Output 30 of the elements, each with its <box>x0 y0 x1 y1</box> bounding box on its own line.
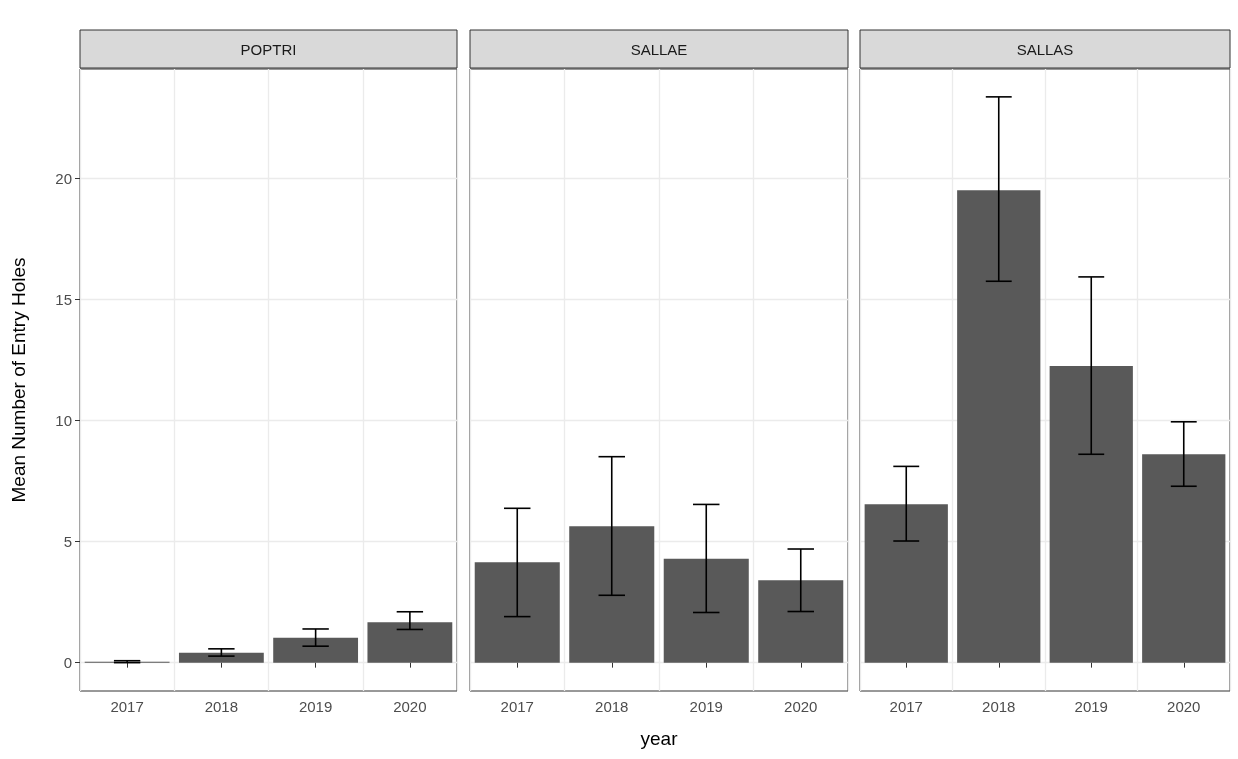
chart-title: SALLAE <box>630 40 688 58</box>
bar <box>474 562 560 663</box>
x-tick-label: 2019 <box>298 698 333 715</box>
x-tick-label: 2017 <box>110 698 144 715</box>
x-tick-label: 2020 <box>1167 698 1201 715</box>
x-tick-label: 2019 <box>1074 698 1108 715</box>
x-tick-label: 2017 <box>889 698 923 715</box>
bar <box>569 526 655 663</box>
y-tick-label: 15 <box>55 290 72 308</box>
chart-title: SALLAS <box>1016 40 1074 58</box>
x-tick-label: 2020 <box>784 698 818 715</box>
chart-title: POPTRI <box>240 40 297 58</box>
x-tick-label: 2018 <box>982 698 1016 715</box>
x-axis-title: year <box>640 728 679 749</box>
bar <box>1049 366 1133 663</box>
x-tick-label: 2019 <box>689 698 723 715</box>
x-tick-label: 2020 <box>393 698 427 715</box>
bar <box>864 504 948 663</box>
bar <box>663 558 749 663</box>
x-tick-label: 2018 <box>204 698 239 715</box>
y-tick-label: 20 <box>55 169 72 187</box>
bar <box>957 190 1041 663</box>
bar <box>1142 454 1226 663</box>
y-tick-label: 0 <box>63 654 72 672</box>
y-tick-label: 10 <box>55 411 72 429</box>
y-tick-label: 5 <box>63 533 72 550</box>
x-tick-label: 2017 <box>500 698 534 715</box>
bar <box>758 580 844 663</box>
y-axis-title: Mean Number of Entry Holes <box>8 257 29 503</box>
x-tick-label: 2018 <box>595 698 629 715</box>
